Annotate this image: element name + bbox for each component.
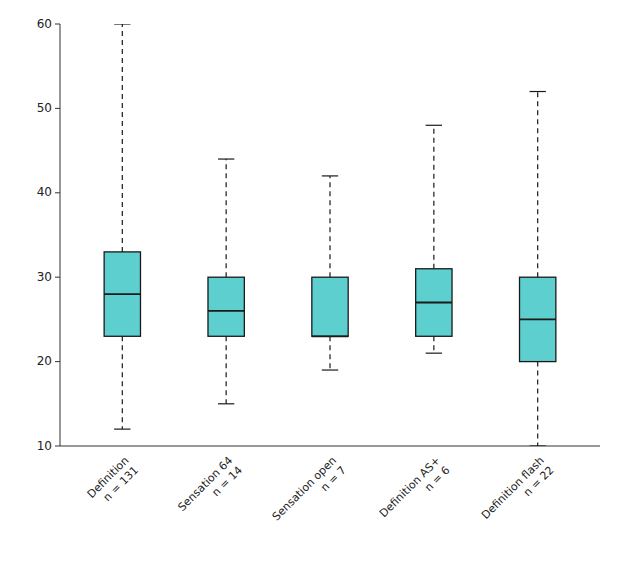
upper-whisker: [433, 125, 434, 268]
box-group: [104, 24, 140, 429]
box: [312, 277, 348, 336]
median: [312, 335, 348, 337]
upper-cap: [218, 158, 234, 159]
lower-whisker: [433, 336, 434, 353]
box-group: [208, 159, 244, 404]
x-tick-label: Sensation openn = 7: [270, 454, 349, 533]
chart-container: 10 20 30 40 50 60 Definitionn = 131 Sensation 6…: [0, 0, 620, 576]
upper-whisker: [537, 92, 538, 278]
x-axis: Definitionn = 131 Sensation 64n = 14 Sensa…: [85, 454, 557, 533]
x-tick-label: Sensation 64n = 14: [175, 454, 245, 524]
y-tick: [55, 192, 60, 193]
box: [520, 277, 556, 361]
upper-cap: [322, 175, 338, 176]
y-tick: [55, 446, 60, 447]
upper-cap: [114, 24, 130, 25]
y-tick: [55, 277, 60, 278]
upper-cap: [426, 125, 442, 126]
x-tick-label: Definition flashn = 22: [479, 454, 557, 532]
median: [104, 293, 140, 295]
box-group: [416, 125, 452, 353]
lower-cap: [322, 369, 338, 370]
upper-whisker: [226, 159, 227, 277]
y-tick-label: 10: [37, 439, 52, 453]
y-tick: [55, 24, 60, 25]
y-tick-label: 30: [37, 270, 52, 284]
y-tick-label: 60: [37, 17, 52, 31]
box: [208, 277, 244, 336]
lower-cap: [426, 353, 442, 354]
box-group: [520, 92, 556, 446]
box: [416, 269, 452, 337]
boxes: [104, 24, 556, 446]
box-group: [312, 176, 348, 370]
chart: 10 20 30 40 50 60 Definitionn = 131 Sensation 6…: [0, 0, 620, 576]
upper-cap: [530, 91, 546, 92]
lower-cap: [530, 445, 546, 446]
lower-cap: [218, 403, 234, 404]
y-tick: [55, 361, 60, 362]
median: [208, 310, 244, 312]
median: [416, 302, 452, 304]
median: [520, 318, 556, 320]
x-tick-label: Definitionn = 131: [85, 454, 142, 511]
box: [104, 252, 140, 336]
y-tick-label: 50: [37, 101, 52, 115]
lower-whisker: [537, 362, 538, 446]
y-axis: 10 20 30 40 50 60: [37, 17, 60, 453]
x-tick-label: Definition AS+n = 6: [377, 454, 453, 530]
y-tick-label: 20: [37, 354, 52, 368]
x-axis-line: [60, 446, 600, 447]
lower-cap: [114, 429, 130, 430]
upper-whisker: [122, 24, 123, 252]
y-tick: [55, 108, 60, 109]
y-tick-label: 40: [37, 185, 52, 199]
y-axis-line: [60, 24, 61, 446]
upper-whisker: [329, 176, 330, 277]
lower-whisker: [226, 336, 227, 404]
lower-whisker: [329, 336, 330, 370]
lower-whisker: [122, 336, 123, 429]
